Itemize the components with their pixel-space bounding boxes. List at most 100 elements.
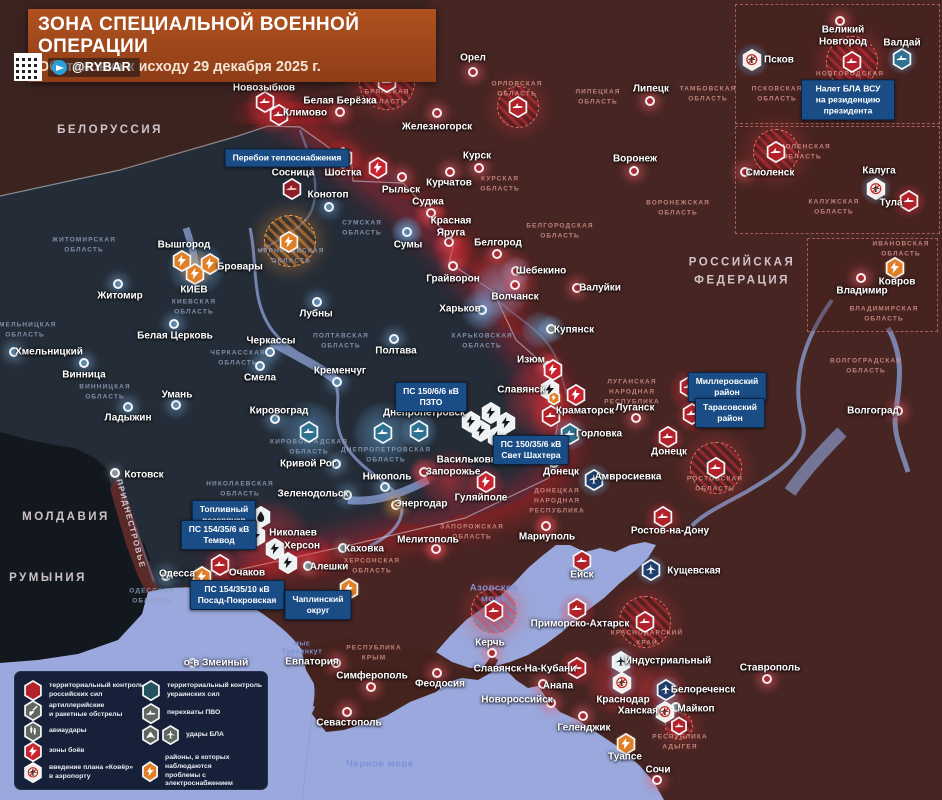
city-label: Ейск	[570, 569, 594, 581]
city-dot	[432, 668, 442, 678]
city-dot	[366, 682, 376, 692]
city-label: Грайворон	[426, 273, 480, 285]
region-label: КАЛУЖСКАЯ ОБЛАСТЬ	[808, 198, 860, 215]
brand-row: @RYBAR	[14, 53, 141, 81]
city-label: Феодосия	[415, 678, 465, 690]
callout-label: ПС 154/35/6 кВ Темвод	[180, 519, 258, 551]
city-label: Керчь	[475, 637, 505, 649]
marker-strike-white	[471, 419, 492, 443]
city-label: Ханская	[617, 705, 659, 717]
city-dot	[338, 543, 348, 553]
city-dot	[510, 280, 520, 290]
country-label: РОССИЙСКАЯ ФЕДЕРАЦИЯ	[688, 256, 796, 287]
sea-label: мыс Тарханкут	[281, 640, 323, 656]
city-label: Новозыбков	[232, 82, 296, 94]
city-dot	[79, 358, 89, 368]
city-label: Курск	[462, 150, 492, 162]
legend-item: перехваты ПВО	[141, 703, 220, 725]
city-label: Сосница	[271, 167, 315, 179]
city-dot	[487, 648, 497, 658]
city-dot	[402, 227, 412, 237]
marker-strike-white	[481, 401, 502, 425]
marker-fight	[368, 156, 389, 180]
city-label: Приморско-Ахтарск	[530, 618, 630, 630]
brand-handle[interactable]: @RYBAR	[72, 60, 132, 74]
city-label: Сочи	[645, 764, 671, 776]
city-dot	[538, 679, 548, 689]
city-label: Шебекино	[515, 265, 567, 277]
city-dot	[110, 468, 120, 478]
city-label: Одесса	[158, 568, 196, 580]
city-label: КИЕВ	[180, 284, 208, 296]
callout-label: ПС 150/6/6 кВ ПЗТО	[395, 381, 467, 413]
city-label: Орел	[460, 52, 486, 64]
city-dot	[645, 96, 655, 106]
city-label: Ростов-на-Дону	[630, 525, 710, 537]
region-label: ДОНЕЦКАЯ НАРОДНАЯ РЕСПУБЛИКА	[529, 487, 585, 514]
city-label: Хмельницкий	[15, 346, 83, 358]
city-label: Белореченск	[670, 684, 736, 696]
city-dot	[161, 571, 171, 581]
city-label: Славянск	[497, 384, 545, 396]
city-label: Белая Берёзка	[303, 95, 377, 107]
city-label: Ковров	[878, 276, 916, 288]
legend-item: артиллерийские и ракетные обстрелы	[23, 700, 122, 722]
marker-strike-white	[496, 411, 517, 435]
city-label: Кировоград	[249, 405, 309, 417]
city-label: Вышгород	[157, 239, 211, 251]
city-label: Рыльск	[381, 184, 421, 196]
city-dot	[255, 361, 265, 371]
region-label: КУРСКАЯ ОБЛАСТЬ	[480, 175, 520, 192]
city-label: Кременчуг	[313, 365, 367, 377]
legend-item: районы, в которых наблюдаются проблемы с…	[141, 754, 267, 789]
region-label: ЧЕРКАССКАЯ ОБЛАСТЬ	[210, 349, 266, 366]
city-label: Майкоп	[677, 703, 715, 715]
marker-pvo	[409, 419, 430, 443]
city-dot	[835, 16, 845, 26]
city-label: Владимир	[836, 285, 888, 297]
city-dot	[9, 347, 19, 357]
telegram-badge[interactable]: @RYBAR	[48, 57, 141, 77]
city-dot	[444, 237, 454, 247]
city-label: Воронеж	[612, 153, 658, 165]
legend-item: авиаудары	[23, 721, 87, 743]
city-label: Сумы	[393, 239, 423, 251]
region-label: РЕСПУБЛИКА КРЫМ	[346, 644, 402, 661]
marker-fight	[566, 383, 587, 407]
city-label: Белая Церковь	[137, 330, 213, 342]
region-label: ДНЕПРОПЕТРОВСКАЯ ОБЛАСТЬ	[341, 446, 431, 463]
city-label: Индустриальный	[624, 655, 712, 667]
marker-jet-navy	[641, 558, 662, 582]
city-label: Калуга	[862, 165, 896, 177]
city-dot	[169, 319, 179, 329]
region-label: НИКОЛАЕВСКАЯ ОБЛАСТЬ	[206, 480, 274, 497]
city-dot	[740, 167, 750, 177]
city-label: Черкассы	[246, 335, 296, 347]
city-label: Херсон	[283, 540, 321, 552]
city-label: Мелитополь	[397, 534, 459, 546]
marker-pvo	[299, 420, 320, 444]
city-label: Каховка	[344, 543, 384, 555]
marker-drone-red	[706, 456, 727, 480]
city-label: Горловка	[575, 428, 623, 440]
city-dot	[312, 297, 322, 307]
country-label: РУМЫНИЯ	[9, 571, 87, 584]
city-label: Харьков	[439, 303, 481, 315]
region-label: СУМСКАЯ ОБЛАСТЬ	[342, 219, 382, 236]
city-dot	[468, 67, 478, 77]
city-dot	[332, 377, 342, 387]
city-dot	[331, 658, 341, 668]
city-label: Полтава	[375, 345, 417, 357]
city-label: Котовск	[124, 469, 164, 481]
callout-label: Чаплинский округ	[284, 589, 352, 621]
marker-drone-red	[484, 599, 505, 623]
city-label: Шостка	[324, 167, 362, 179]
city-dot	[188, 658, 198, 668]
city-label: Туапсе	[608, 751, 642, 763]
region-label: ВЛАДИМИРСКАЯ ОБЛАСТЬ	[849, 305, 919, 322]
marker-drone-red	[210, 553, 231, 577]
telegram-icon	[52, 59, 67, 75]
callout-label: Налет БЛА ВСУ на резиденцию президента	[801, 79, 895, 121]
marker-kover	[612, 671, 633, 695]
